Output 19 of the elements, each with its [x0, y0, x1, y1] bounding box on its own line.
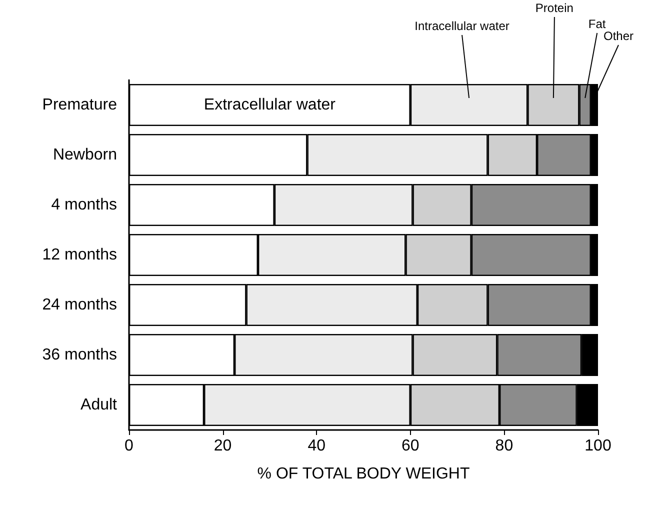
y-tick-label: 24 months	[42, 296, 117, 314]
x-tick-label: 20	[214, 438, 232, 454]
y-tick-label: 36 months	[42, 346, 117, 364]
text: Protein	[535, 1, 574, 15]
y-tick-label: Premature	[42, 96, 118, 114]
x-tick-label: 60	[402, 438, 420, 454]
x-tick-label: 80	[495, 438, 514, 454]
y-tick-label: Newborn	[52, 146, 117, 164]
text: Intracellular water	[414, 19, 510, 33]
y-tick-label: 12 months	[42, 246, 117, 264]
x-tick-label: 100	[584, 438, 612, 454]
series-label: Extracellular water	[204, 96, 336, 114]
text: Fat	[588, 17, 606, 31]
y-tick-label: Adult	[80, 396, 118, 414]
y-tick-label: 4 months	[51, 196, 117, 214]
text: Other	[603, 29, 634, 43]
x-axis-title: % OF TOTAL BODY WEIGHT	[257, 466, 470, 482]
x-tick-label: 40	[308, 438, 326, 454]
x-tick-label: 0	[124, 438, 134, 454]
